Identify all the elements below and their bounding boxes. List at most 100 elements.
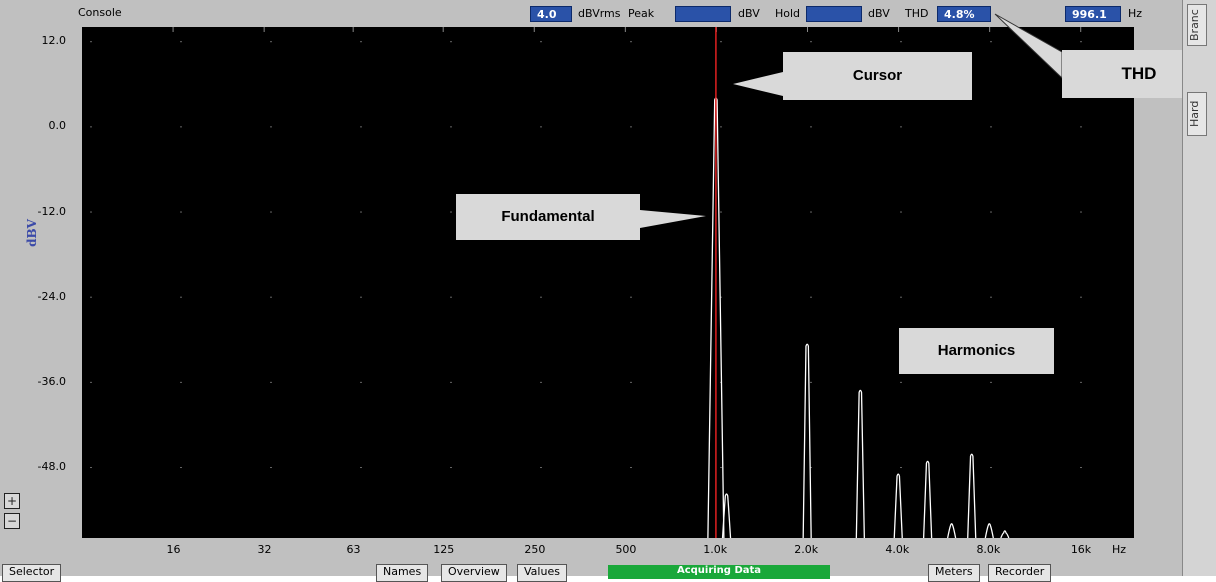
grid-dot bbox=[180, 211, 182, 213]
meters-tab[interactable]: Meters bbox=[928, 564, 980, 582]
grid-dot bbox=[1080, 126, 1082, 128]
y-tick-label: -48.0 bbox=[37, 460, 66, 474]
grid-dot bbox=[990, 41, 992, 43]
grid-dot bbox=[810, 41, 812, 43]
values-tab[interactable]: Values bbox=[517, 564, 567, 582]
x-tick-label: 1.0k bbox=[703, 543, 728, 556]
x-tick-label: 32 bbox=[257, 543, 272, 556]
level-readout-value: 4.0 bbox=[530, 6, 572, 22]
grid-dot bbox=[720, 296, 722, 298]
harmonic-peak bbox=[946, 523, 957, 539]
grid-dot bbox=[1080, 381, 1082, 383]
grid-dot bbox=[900, 296, 902, 298]
fundamental-callout-pointer bbox=[640, 210, 706, 228]
y-tick-label: -24.0 bbox=[37, 289, 66, 303]
harmonic-peak bbox=[721, 493, 732, 539]
x-tick-label: 125 bbox=[433, 543, 455, 556]
y-tick-label: 12.0 bbox=[41, 34, 67, 48]
hold-label: Hold bbox=[775, 7, 801, 20]
x-tick-label: 500 bbox=[615, 543, 637, 556]
grid-dot bbox=[270, 467, 272, 469]
grid-dot bbox=[630, 41, 632, 43]
peak-readout-value bbox=[675, 6, 731, 22]
grid-dot bbox=[90, 467, 92, 469]
grid-dot bbox=[270, 381, 272, 383]
grid-dot bbox=[180, 296, 182, 298]
peak-label: Peak bbox=[628, 7, 655, 20]
zoom-in-icon[interactable]: + bbox=[4, 493, 20, 509]
x-tick-label: 63 bbox=[346, 543, 361, 556]
grid-dot bbox=[900, 41, 902, 43]
hardware-tab[interactable]: Hard bbox=[1187, 92, 1207, 136]
grid-dot bbox=[360, 381, 362, 383]
grid-dot bbox=[540, 381, 542, 383]
spectrum-svg bbox=[90, 27, 1082, 539]
status-indicator: Acquiring Data bbox=[608, 565, 830, 579]
selector-tab[interactable]: Selector bbox=[2, 564, 62, 582]
harmonic-peak bbox=[922, 460, 933, 539]
recorder-tab[interactable]: Recorder bbox=[988, 564, 1052, 582]
grid-dot bbox=[1080, 211, 1082, 213]
grid-dot bbox=[270, 41, 272, 43]
thd-callout-pointer bbox=[994, 13, 1063, 80]
grid-dot bbox=[1080, 467, 1082, 469]
grid-dot bbox=[900, 126, 902, 128]
x-tick-label: 16 bbox=[166, 543, 181, 556]
spectrum-plot[interactable] bbox=[82, 27, 1134, 539]
grid-dot bbox=[540, 296, 542, 298]
grid-dot bbox=[990, 381, 992, 383]
grid-dot bbox=[90, 126, 92, 128]
grid-dot bbox=[450, 467, 452, 469]
grid-dot bbox=[270, 211, 272, 213]
y-tick-label: 0.0 bbox=[48, 119, 67, 133]
harmonic-peak bbox=[984, 523, 994, 539]
grid-dot bbox=[360, 126, 362, 128]
x-tick-label: 4.0k bbox=[885, 543, 910, 556]
grid-dot bbox=[450, 211, 452, 213]
peak-unit: dBV bbox=[738, 7, 760, 20]
grid-dot bbox=[180, 41, 182, 43]
hold-readout-value bbox=[806, 6, 862, 22]
grid-dot bbox=[1080, 296, 1082, 298]
x-tick-label: 16k bbox=[1070, 543, 1092, 556]
harmonics-callout: Harmonics bbox=[899, 328, 1054, 374]
grid-dot bbox=[720, 211, 722, 213]
zoom-out-icon[interactable]: − bbox=[4, 513, 20, 529]
grid-dot bbox=[1080, 41, 1082, 43]
grid-dot bbox=[810, 467, 812, 469]
harmonic-peak bbox=[893, 473, 903, 539]
x-tick-label: 250 bbox=[524, 543, 546, 556]
grid-dot bbox=[540, 41, 542, 43]
right-panel bbox=[1182, 0, 1216, 576]
grid-dot bbox=[720, 126, 722, 128]
grid-dot bbox=[540, 126, 542, 128]
grid-dot bbox=[990, 467, 992, 469]
grid-dot bbox=[270, 126, 272, 128]
hold-unit: dBV bbox=[868, 7, 890, 20]
grid-dot bbox=[450, 126, 452, 128]
grid-dot bbox=[90, 296, 92, 298]
overview-tab[interactable]: Overview bbox=[441, 564, 507, 582]
thd-label: THD bbox=[905, 7, 929, 20]
grid-dot bbox=[90, 381, 92, 383]
grid-dot bbox=[360, 211, 362, 213]
thd-readout-value: 4.8% bbox=[937, 6, 991, 22]
names-tab[interactable]: Names bbox=[376, 564, 429, 582]
grid-dot bbox=[450, 381, 452, 383]
branch-tab[interactable]: Branc bbox=[1187, 4, 1207, 46]
console-tab[interactable]: Console bbox=[78, 6, 122, 19]
harmonic-peak bbox=[967, 453, 977, 539]
harmonic-peak bbox=[855, 389, 865, 539]
y-tick-label: -36.0 bbox=[37, 374, 66, 388]
grid-dot bbox=[720, 41, 722, 43]
grid-dot bbox=[630, 296, 632, 298]
level-readout-unit: dBVrms bbox=[578, 7, 621, 20]
grid-dot bbox=[990, 211, 992, 213]
grid-dot bbox=[810, 211, 812, 213]
harmonic-peak bbox=[1000, 530, 1010, 539]
grid-dot bbox=[630, 381, 632, 383]
y-tick-label: -12.0 bbox=[37, 204, 66, 218]
fundamental-callout: Fundamental bbox=[456, 194, 640, 240]
bottom-bar bbox=[0, 562, 1182, 576]
